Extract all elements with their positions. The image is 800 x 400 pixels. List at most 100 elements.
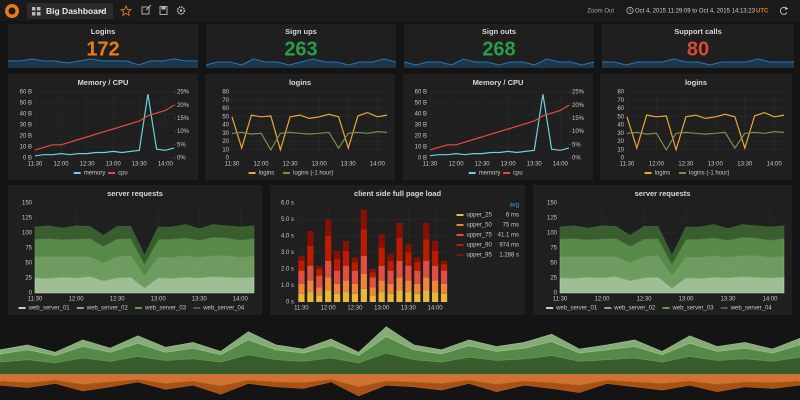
x-tick-label: 13:00	[151, 297, 167, 303]
bar-segment	[298, 283, 305, 294]
bar-segment	[414, 283, 421, 294]
settings-icon[interactable]	[176, 6, 186, 15]
bar-segment	[316, 295, 323, 302]
bar-segment	[423, 239, 430, 261]
y-tick-label: 3.0 s	[281, 250, 294, 256]
y-tick-label: 5.0 s	[281, 217, 294, 223]
save-icon[interactable]	[159, 6, 168, 15]
bar-segment	[333, 259, 341, 271]
y-tick-label: 30 B	[20, 123, 32, 129]
sparkline	[602, 58, 794, 66]
bar-segment	[396, 222, 403, 238]
x-tick-label: 14:00	[767, 162, 783, 168]
x-tick-label: 13:30	[720, 297, 736, 303]
bar-segment	[440, 283, 448, 294]
bar-segment	[387, 260, 394, 271]
y-tick-label: 100	[22, 231, 33, 237]
bar-segment	[414, 270, 421, 284]
y-tick-label: 50 B	[415, 101, 427, 107]
y-tick-label: 50	[222, 114, 229, 120]
x-tick-label: 11:30	[620, 162, 635, 168]
bar-segment	[351, 257, 359, 263]
sparkline-fill	[602, 59, 794, 68]
grafana-logo[interactable]	[5, 4, 19, 18]
x-tick-label: 13:30	[132, 162, 148, 168]
line-series	[429, 104, 570, 151]
x-tick-label: 13:30	[192, 297, 208, 303]
bar-segment	[369, 272, 376, 278]
y-tick-label: 50	[617, 114, 624, 120]
x-tick-label: 14:00	[553, 162, 569, 168]
stacked-area	[0, 326, 800, 356]
x-tick-label: 12:30	[110, 297, 126, 303]
x-tick-label: 12:00	[649, 162, 665, 168]
x-tick-label: 13:00	[678, 297, 694, 303]
legend-label: upper_90	[467, 243, 493, 249]
bar-segment	[396, 237, 403, 261]
share-icon[interactable]	[141, 4, 152, 15]
legend-avg: 6 ms	[506, 213, 519, 219]
y-tick-label: 10	[617, 147, 624, 153]
bar-segment	[316, 287, 323, 296]
x-tick-label: 12:30	[678, 162, 694, 168]
time-range[interactable]: Oct 4, 2015 11:29:09 to Oct 4, 2015 14:1…	[635, 9, 756, 15]
panel-title: logins	[289, 78, 311, 87]
line-series	[231, 111, 388, 152]
y-tick-label: 50	[550, 261, 557, 267]
x-tick-label: 13:00	[312, 162, 328, 168]
legend-label: web_server_02	[613, 306, 656, 312]
x-tick-label: 12:30	[347, 306, 363, 312]
zoom-out[interactable]: Zoom Out	[587, 9, 614, 15]
refresh-icon[interactable]	[779, 6, 789, 15]
legend-label: web_server_01	[555, 306, 598, 312]
stat-title: Logins	[91, 27, 116, 36]
bar-segment	[387, 293, 394, 302]
bar-segment	[325, 236, 332, 261]
x-tick-label: 14:00	[158, 162, 174, 168]
dashboard-title[interactable]: Big Dashboard	[46, 6, 106, 16]
bar-segment	[351, 283, 359, 294]
x-tick-label: 14:00	[370, 162, 386, 168]
dashboard-picker[interactable]	[27, 3, 113, 19]
x-tick-label: 11:30	[28, 297, 43, 303]
bar-segment	[333, 270, 341, 284]
bar-segment	[405, 265, 412, 281]
y-tick-label: 25	[550, 276, 557, 282]
star-icon[interactable]	[119, 4, 133, 17]
panel	[403, 74, 593, 180]
y-tick-label: 6.0 s	[281, 201, 294, 207]
line-series	[429, 94, 570, 157]
legend-label: logins	[259, 171, 275, 177]
y-tick-label: 30 B	[415, 123, 427, 129]
bar-segment	[405, 280, 412, 293]
sparkline-fill	[404, 59, 594, 68]
bar-segment	[333, 293, 341, 302]
panel-title: logins	[685, 78, 707, 87]
y-tick-label: 10	[222, 147, 229, 153]
line-series	[626, 111, 785, 152]
legend-label: web_server_04	[202, 306, 245, 312]
bar-segment	[423, 290, 430, 302]
sparkline	[403, 58, 595, 66]
y2-tick-label: 20%	[572, 103, 585, 109]
y-tick-label: 30	[617, 131, 624, 137]
y2-tick-label: 15%	[177, 116, 190, 122]
bar-segment	[378, 265, 385, 281]
y-tick-label: 60 B	[415, 90, 427, 96]
y2-tick-label: 15%	[572, 116, 585, 122]
y-tick-label: 0	[554, 291, 558, 297]
bar-segment	[387, 254, 394, 261]
bar-segment	[432, 240, 439, 251]
x-tick-label: 11:30	[553, 297, 568, 303]
stat-panel	[206, 24, 396, 68]
bar-segment	[378, 292, 385, 302]
y-tick-label: 60	[617, 106, 624, 112]
bar-segment	[342, 280, 350, 293]
y-tick-label: 70	[222, 98, 229, 104]
y2-tick-label: 5%	[177, 142, 186, 148]
bar-segment	[414, 262, 421, 271]
y-tick-label: 20 B	[415, 134, 427, 140]
bar-segment	[342, 292, 350, 302]
x-tick-label: 13:00	[374, 306, 390, 312]
bar-segment	[307, 231, 314, 246]
